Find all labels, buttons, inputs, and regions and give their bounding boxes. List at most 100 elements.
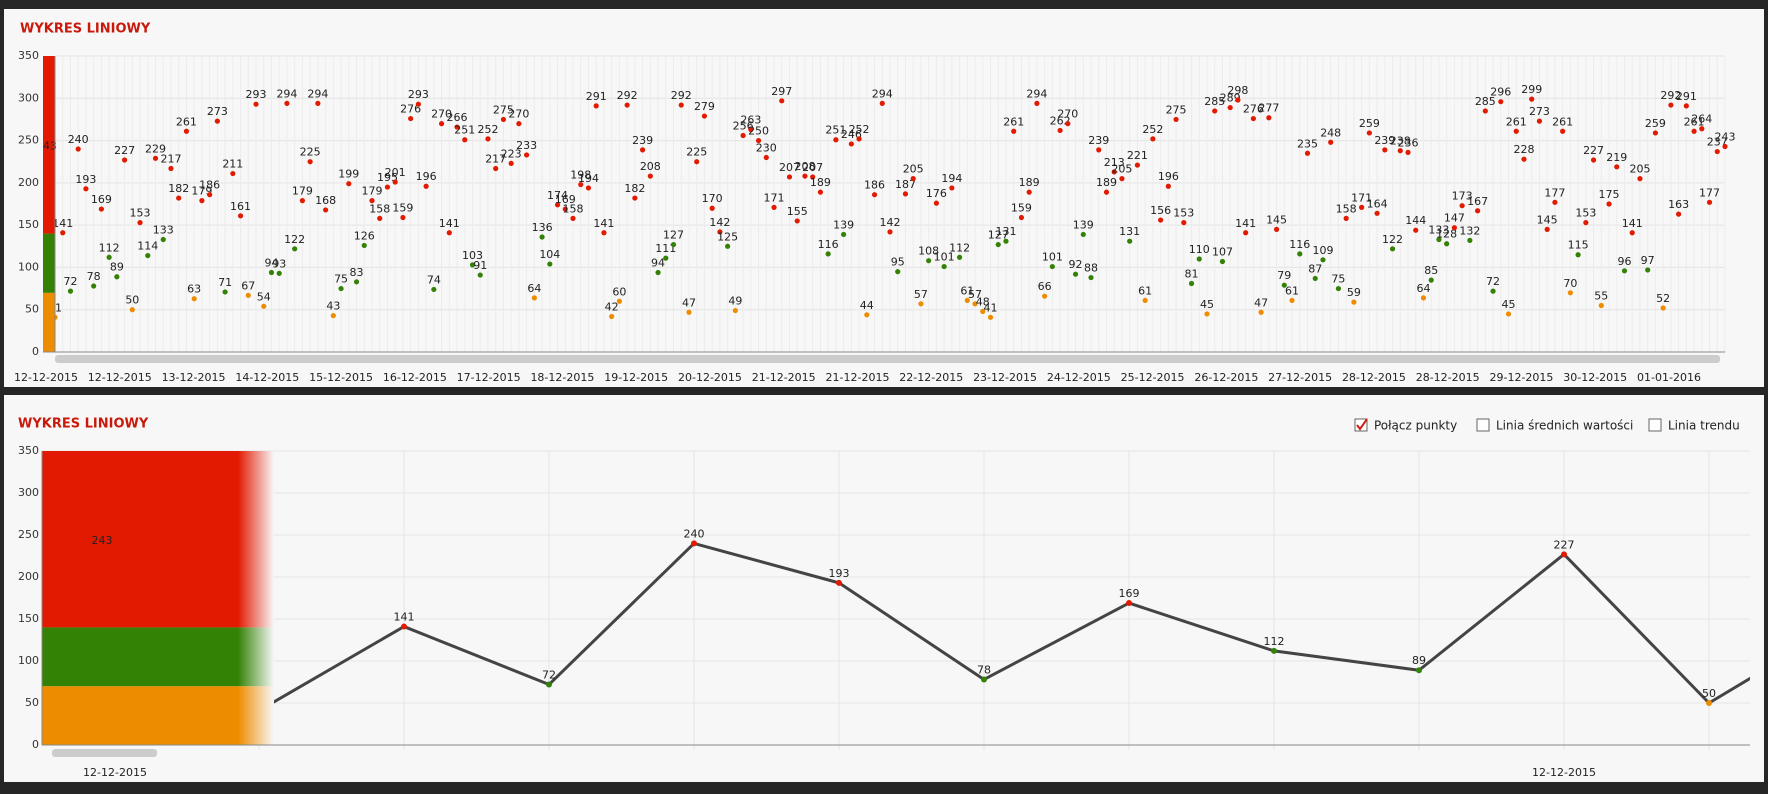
data-label: 54: [257, 290, 271, 303]
band-fade: [238, 451, 274, 745]
data-label: 264: [1691, 113, 1712, 126]
x-tick-label: 15-12-2015: [309, 371, 373, 384]
data-point: [1467, 237, 1473, 243]
data-point: [1652, 130, 1659, 136]
data-point: [1227, 104, 1233, 111]
data-point: [1382, 147, 1388, 153]
data-label: 75: [334, 273, 348, 286]
data-label: 147: [1444, 212, 1465, 225]
x-tick-label: 16-12-2015: [383, 371, 447, 384]
x-tick-label: 21-12-2015: [752, 371, 816, 384]
checkbox-label[interactable]: Linia trendu: [1668, 419, 1740, 433]
data-label: 208: [640, 160, 661, 173]
data-label: 225: [686, 146, 707, 159]
data-label: 71: [218, 276, 232, 289]
checkbox[interactable]: [1476, 418, 1490, 432]
data-label: 179: [361, 185, 382, 198]
data-point: [701, 113, 708, 119]
data-point: [1706, 700, 1712, 706]
threshold-band: [43, 56, 55, 234]
x-tick-label: 14-12-2015: [235, 371, 299, 384]
data-label: 74: [427, 273, 441, 286]
band-label: 243: [92, 534, 113, 547]
checkbox-label[interactable]: Połącz punkty: [1374, 419, 1457, 433]
data-point: [1413, 227, 1419, 233]
y-tick-label: 150: [18, 612, 39, 625]
data-point: [1127, 238, 1133, 244]
data-point: [500, 116, 507, 123]
data-label: 88: [1084, 262, 1098, 275]
data-label: 122: [284, 233, 305, 246]
chart-title: WYKRES LINIOWY: [18, 417, 149, 432]
data-point: [879, 100, 885, 106]
data-label: 144: [1405, 214, 1426, 227]
data-label: 198: [570, 169, 591, 182]
data-label: 193: [75, 173, 96, 186]
data-point: [1451, 225, 1457, 231]
data-point: [717, 229, 723, 235]
data-point: [176, 195, 182, 201]
data-point: [1490, 288, 1496, 294]
data-label: 85: [1424, 264, 1438, 277]
checkbox[interactable]: [1648, 418, 1662, 432]
data-label: 173: [1452, 190, 1473, 203]
data-point: [725, 243, 731, 249]
data-label: 104: [539, 248, 560, 261]
data-point: [779, 98, 785, 104]
data-point: [1676, 211, 1682, 217]
data-label: 259: [1359, 117, 1380, 130]
data-label: 186: [864, 179, 885, 192]
data-label: 108: [918, 245, 939, 258]
data-label: 132: [1459, 224, 1480, 237]
data-point: [995, 241, 1001, 248]
data-point: [825, 251, 831, 257]
data-point: [1165, 183, 1171, 189]
data-label: 277: [1258, 102, 1279, 115]
data-label: 199: [338, 168, 359, 181]
scrollbar[interactable]: [55, 355, 1720, 363]
data-point: [895, 269, 901, 275]
data-point: [833, 137, 839, 143]
data-label: 158: [563, 202, 584, 215]
data-label: 233: [516, 139, 537, 152]
scrollbar[interactable]: [52, 749, 157, 757]
data-point: [624, 102, 630, 108]
data-label: 145: [1266, 213, 1287, 226]
data-label: 83: [350, 266, 364, 279]
data-point: [1134, 162, 1141, 168]
data-label: 275: [493, 103, 514, 116]
data-label: 115: [1568, 239, 1589, 252]
data-point: [1420, 295, 1427, 301]
data-label: 47: [682, 296, 696, 309]
y-tick-label: 350: [18, 49, 39, 62]
data-point: [222, 289, 228, 295]
data-label: 95: [891, 256, 905, 269]
data-label: 169: [91, 193, 112, 206]
data-label: 50: [125, 294, 139, 307]
data-point: [1273, 226, 1280, 232]
data-point: [856, 136, 862, 142]
data-point: [245, 292, 251, 298]
data-label: 110: [1189, 243, 1210, 256]
data-point: [400, 214, 406, 221]
data-point: [1714, 148, 1720, 155]
data-point: [315, 100, 321, 106]
x-tick-label: 18-12-2015: [530, 371, 594, 384]
data-point: [1119, 176, 1125, 182]
data-point: [75, 146, 81, 152]
data-label: 116: [1289, 238, 1310, 251]
data-label: 228: [1513, 143, 1534, 156]
data-label: 261: [176, 115, 197, 128]
data-point: [1428, 277, 1434, 283]
y-tick-label: 50: [25, 696, 39, 709]
data-point: [763, 154, 769, 161]
data-label: 237: [1707, 136, 1728, 149]
x-tick-label: 12-12-2015: [88, 371, 152, 384]
data-label: 66: [1038, 280, 1052, 293]
data-point: [1645, 267, 1651, 273]
data-point: [802, 173, 808, 179]
data-label: 153: [130, 207, 151, 220]
data-point: [160, 236, 166, 243]
checkbox-label[interactable]: Linia średnich wartości: [1496, 419, 1633, 433]
data-label: 252: [1142, 123, 1163, 136]
